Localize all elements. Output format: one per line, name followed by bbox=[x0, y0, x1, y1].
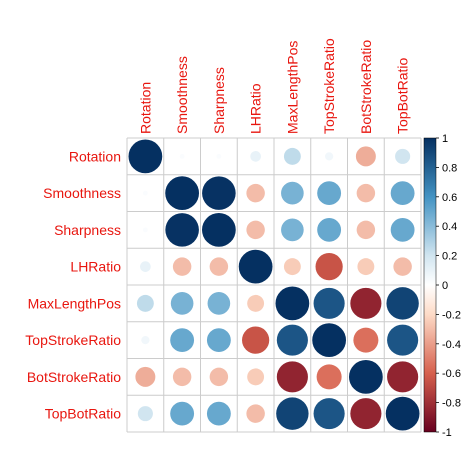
corr-circle-Sharpness-Smoothness bbox=[165, 213, 199, 247]
corr-circle-MaxLengthPos-Rotation bbox=[136, 294, 154, 312]
colorbar-tick-label: 0.6 bbox=[442, 192, 457, 204]
corr-circle-TopStrokeRatio-MaxLengthPos bbox=[276, 324, 308, 356]
corr-circle-LHRatio-Rotation bbox=[140, 261, 151, 272]
col-label-TopStrokeRatio: TopStrokeRatio bbox=[321, 38, 337, 134]
row-label-TopStrokeRatio: TopStrokeRatio bbox=[25, 332, 121, 348]
corr-circle-LHRatio-MaxLengthPos bbox=[283, 258, 301, 276]
corr-circle-Sharpness-MaxLengthPos bbox=[281, 218, 304, 242]
corr-circle-Smoothness-TopBotRatio bbox=[390, 181, 415, 206]
corr-circle-Smoothness-Rotation bbox=[142, 190, 148, 196]
colorbar-tick-label: 1 bbox=[442, 133, 448, 145]
corr-circle-BotStrokeRatio-LHRatio bbox=[247, 368, 265, 386]
corr-circle-Rotation-Smoothness bbox=[179, 153, 185, 159]
col-label-Smoothness: Smoothness bbox=[174, 56, 190, 134]
colorbar-tick-label: 0.2 bbox=[442, 251, 457, 263]
row-label-TopBotRatio: TopBotRatio bbox=[45, 406, 121, 422]
corr-circle-MaxLengthPos-TopStrokeRatio bbox=[313, 287, 345, 319]
corr-circle-Rotation-TopBotRatio bbox=[395, 148, 411, 164]
row-label-Rotation: Rotation bbox=[69, 148, 121, 164]
corr-circle-MaxLengthPos-MaxLengthPos bbox=[275, 286, 310, 321]
corr-circle-TopBotRatio-BotStrokeRatio bbox=[350, 398, 382, 430]
corr-circle-LHRatio-Sharpness bbox=[209, 257, 229, 276]
corr-circle-MaxLengthPos-TopBotRatio bbox=[386, 287, 419, 320]
corr-circle-TopStrokeRatio-TopStrokeRatio bbox=[312, 323, 347, 358]
colorbar-tick-label: 0 bbox=[442, 280, 448, 292]
corr-circle-TopBotRatio-Sharpness bbox=[206, 401, 231, 426]
corr-circle-Rotation-BotStrokeRatio bbox=[355, 146, 376, 167]
corr-circle-BotStrokeRatio-BotStrokeRatio bbox=[348, 359, 383, 394]
row-label-Smoothness: Smoothness bbox=[43, 185, 121, 201]
row-label-BotStrokeRatio: BotStrokeRatio bbox=[27, 369, 121, 385]
corr-circle-Smoothness-Smoothness bbox=[165, 176, 200, 211]
col-label-TopBotRatio: TopBotRatio bbox=[395, 58, 411, 134]
corr-circle-LHRatio-LHRatio bbox=[238, 249, 273, 284]
row-label-Sharpness: Sharpness bbox=[54, 222, 121, 238]
corr-circle-BotStrokeRatio-TopStrokeRatio bbox=[316, 364, 342, 390]
colorbar-tick-label: -0.4 bbox=[442, 339, 461, 351]
corr-circle-LHRatio-BotStrokeRatio bbox=[357, 258, 375, 276]
corr-circle-Sharpness-Sharpness bbox=[201, 212, 236, 247]
corr-circle-Sharpness-TopStrokeRatio bbox=[317, 217, 342, 242]
corr-circle-Sharpness-Rotation bbox=[142, 227, 148, 233]
corr-circle-TopStrokeRatio-LHRatio bbox=[242, 326, 270, 354]
correlation-circles bbox=[128, 139, 420, 431]
corr-circle-Rotation-MaxLengthPos bbox=[283, 147, 301, 165]
corr-circle-Smoothness-LHRatio bbox=[246, 183, 265, 203]
colorbar-tick-label: -0.6 bbox=[442, 368, 461, 380]
corr-circle-Sharpness-TopBotRatio bbox=[390, 217, 415, 242]
corr-circle-LHRatio-TopStrokeRatio bbox=[315, 253, 343, 281]
corr-circle-TopStrokeRatio-Rotation bbox=[141, 335, 150, 345]
corr-circle-BotStrokeRatio-Sharpness bbox=[209, 367, 229, 387]
corr-circle-TopStrokeRatio-Smoothness bbox=[170, 328, 195, 353]
colorbar-tick-label: -0.2 bbox=[442, 309, 461, 321]
corr-circle-Sharpness-BotStrokeRatio bbox=[356, 220, 376, 240]
corr-circle-TopBotRatio-TopBotRatio bbox=[385, 396, 420, 431]
corr-circle-Rotation-Sharpness bbox=[216, 153, 222, 159]
corr-circle-MaxLengthPos-LHRatio bbox=[247, 294, 265, 312]
corr-circle-Smoothness-TopStrokeRatio bbox=[317, 181, 342, 206]
corr-circle-Smoothness-Sharpness bbox=[202, 176, 236, 210]
corr-circle-Smoothness-BotStrokeRatio bbox=[356, 183, 376, 203]
corr-circle-Rotation-TopStrokeRatio bbox=[324, 152, 334, 161]
corr-circle-TopBotRatio-Smoothness bbox=[170, 401, 195, 426]
corr-circle-LHRatio-TopBotRatio bbox=[393, 257, 412, 276]
corr-circle-MaxLengthPos-Smoothness bbox=[170, 292, 194, 315]
col-label-MaxLengthPos: MaxLengthPos bbox=[284, 41, 300, 134]
corr-circle-Rotation-LHRatio bbox=[250, 151, 261, 162]
corr-circle-TopStrokeRatio-BotStrokeRatio bbox=[353, 327, 379, 353]
colorbar-tick-label: 0.8 bbox=[442, 162, 457, 174]
corr-circle-BotStrokeRatio-MaxLengthPos bbox=[276, 361, 308, 393]
col-label-LHRatio: LHRatio bbox=[248, 83, 264, 134]
corr-circle-Smoothness-MaxLengthPos bbox=[281, 181, 304, 205]
corr-circle-TopStrokeRatio-TopBotRatio bbox=[387, 324, 419, 356]
colorbar bbox=[423, 137, 437, 433]
corr-circle-MaxLengthPos-BotStrokeRatio bbox=[350, 287, 382, 319]
corr-circle-TopBotRatio-LHRatio bbox=[246, 404, 265, 423]
colorbar-tick-label: 0.4 bbox=[442, 221, 457, 233]
colorbar-tick-label: -0.8 bbox=[442, 398, 461, 410]
colorbar-tick-label: -1 bbox=[442, 427, 452, 439]
corr-circle-BotStrokeRatio-Smoothness bbox=[172, 367, 192, 387]
col-label-Rotation: Rotation bbox=[137, 82, 153, 134]
corr-circle-TopBotRatio-Rotation bbox=[137, 406, 153, 422]
corr-circle-MaxLengthPos-Sharpness bbox=[207, 292, 231, 315]
row-label-LHRatio: LHRatio bbox=[70, 259, 121, 275]
corr-circle-Rotation-Rotation bbox=[128, 139, 163, 174]
corr-circle-TopBotRatio-MaxLengthPos bbox=[276, 397, 309, 430]
row-label-MaxLengthPos: MaxLengthPos bbox=[28, 295, 121, 311]
col-label-Sharpness: Sharpness bbox=[211, 67, 227, 134]
corr-circle-BotStrokeRatio-TopBotRatio bbox=[387, 361, 419, 393]
corr-circle-LHRatio-Smoothness bbox=[172, 257, 192, 276]
corr-circle-BotStrokeRatio-Rotation bbox=[135, 366, 156, 387]
corr-circle-Sharpness-LHRatio bbox=[246, 220, 265, 240]
grid bbox=[126, 137, 422, 433]
col-label-BotStrokeRatio: BotStrokeRatio bbox=[358, 40, 374, 134]
corr-circle-TopBotRatio-TopStrokeRatio bbox=[313, 398, 345, 430]
corr-circle-TopStrokeRatio-Sharpness bbox=[206, 328, 231, 353]
